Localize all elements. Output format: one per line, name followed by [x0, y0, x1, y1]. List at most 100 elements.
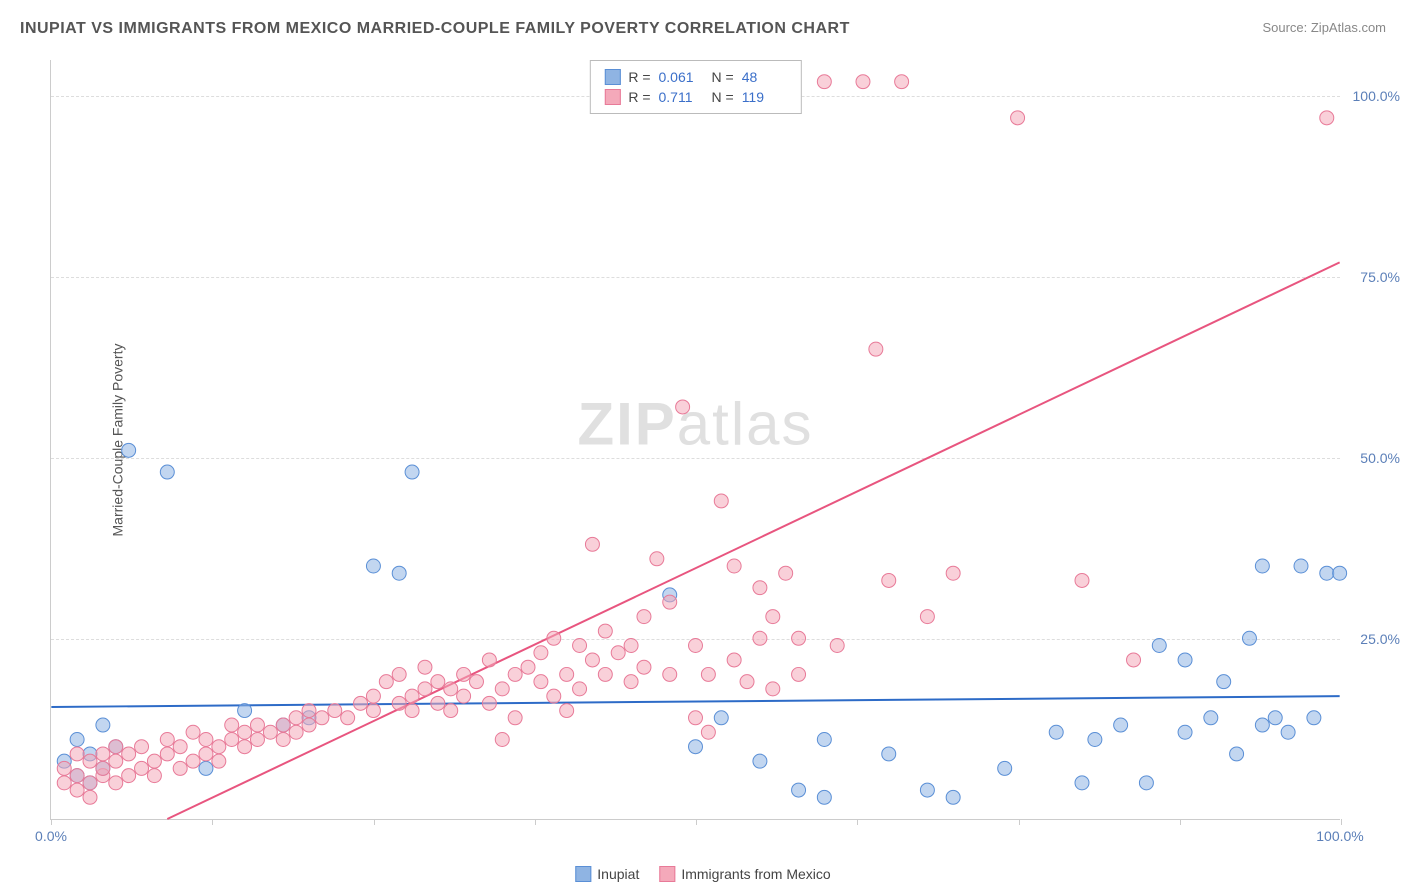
data-point	[341, 711, 355, 725]
data-point	[946, 566, 960, 580]
data-point	[250, 718, 264, 732]
data-point	[302, 718, 316, 732]
data-point	[895, 75, 909, 89]
data-point	[457, 689, 471, 703]
data-point	[444, 682, 458, 696]
data-point	[882, 747, 896, 761]
data-point	[392, 566, 406, 580]
data-point	[495, 732, 509, 746]
data-point	[585, 653, 599, 667]
data-point	[328, 704, 342, 718]
data-point	[1114, 718, 1128, 732]
data-point	[998, 761, 1012, 775]
data-point	[1268, 711, 1282, 725]
data-point	[418, 682, 432, 696]
data-point	[585, 537, 599, 551]
data-point	[109, 740, 123, 754]
r-value-mexico: 0.711	[659, 89, 704, 105]
data-point	[624, 675, 638, 689]
data-point	[83, 754, 97, 768]
x-tick-mark	[1019, 819, 1020, 825]
data-point	[96, 761, 110, 775]
data-point	[779, 566, 793, 580]
data-point	[70, 783, 84, 797]
plot-area: Married-Couple Family Poverty 25.0%50.0%…	[50, 60, 1340, 820]
swatch-inupiat	[604, 69, 620, 85]
y-tick-label-75: 75.0%	[1360, 269, 1400, 285]
data-point	[57, 761, 71, 775]
data-point	[225, 732, 239, 746]
data-point	[946, 790, 960, 804]
data-point	[560, 667, 574, 681]
data-point	[920, 610, 934, 624]
data-point	[1011, 111, 1025, 125]
data-point	[1294, 559, 1308, 573]
data-point	[882, 573, 896, 587]
data-point	[1333, 566, 1347, 580]
data-point	[495, 682, 509, 696]
data-point	[624, 639, 638, 653]
swatch-inupiat-icon	[575, 866, 591, 882]
chart-container: INUPIAT VS IMMIGRANTS FROM MEXICO MARRIE…	[0, 0, 1406, 892]
y-tick-label-100: 100.0%	[1353, 88, 1400, 104]
data-point	[160, 747, 174, 761]
legend-item-inupiat: Inupiat	[575, 866, 639, 882]
data-point	[457, 667, 471, 681]
data-point	[366, 704, 380, 718]
data-point	[186, 725, 200, 739]
data-point	[431, 675, 445, 689]
data-point	[792, 631, 806, 645]
data-point	[701, 667, 715, 681]
data-point	[212, 754, 226, 768]
data-point	[1242, 631, 1256, 645]
x-tick-mark	[696, 819, 697, 825]
data-point	[199, 747, 213, 761]
data-point	[83, 790, 97, 804]
r-value-inupiat: 0.061	[659, 69, 704, 85]
data-point	[1320, 566, 1334, 580]
data-point	[1255, 718, 1269, 732]
data-point	[70, 747, 84, 761]
legend-label-mexico: Immigrants from Mexico	[681, 866, 830, 882]
data-point	[534, 646, 548, 660]
data-point	[1075, 573, 1089, 587]
data-point	[289, 725, 303, 739]
bottom-legend: Inupiat Immigrants from Mexico	[575, 866, 830, 882]
data-point	[1230, 747, 1244, 761]
data-point	[547, 689, 561, 703]
x-tick-mark	[212, 819, 213, 825]
data-point	[1204, 711, 1218, 725]
data-point	[405, 465, 419, 479]
legend-label-inupiat: Inupiat	[597, 866, 639, 882]
data-point	[186, 754, 200, 768]
data-point	[238, 740, 252, 754]
data-point	[689, 639, 703, 653]
chart-title: INUPIAT VS IMMIGRANTS FROM MEXICO MARRIE…	[20, 20, 850, 38]
data-point	[392, 696, 406, 710]
n-label: N =	[712, 69, 734, 85]
data-point	[1255, 559, 1269, 573]
data-point	[534, 675, 548, 689]
data-point	[753, 581, 767, 595]
data-point	[792, 783, 806, 797]
data-point	[792, 667, 806, 681]
data-point	[766, 682, 780, 696]
data-point	[431, 696, 445, 710]
data-point	[379, 675, 393, 689]
data-point	[663, 595, 677, 609]
data-point	[238, 704, 252, 718]
data-point	[508, 667, 522, 681]
data-point	[418, 660, 432, 674]
data-point	[366, 689, 380, 703]
data-point	[1307, 711, 1321, 725]
x-tick-0: 0.0%	[35, 828, 67, 844]
data-point	[547, 631, 561, 645]
y-tick-label-50: 50.0%	[1360, 450, 1400, 466]
data-point	[1049, 725, 1063, 739]
data-point	[135, 761, 149, 775]
source-label: Source: ZipAtlas.com	[1262, 20, 1386, 35]
n-label: N =	[712, 89, 734, 105]
data-point	[727, 559, 741, 573]
data-point	[521, 660, 535, 674]
data-point	[573, 639, 587, 653]
